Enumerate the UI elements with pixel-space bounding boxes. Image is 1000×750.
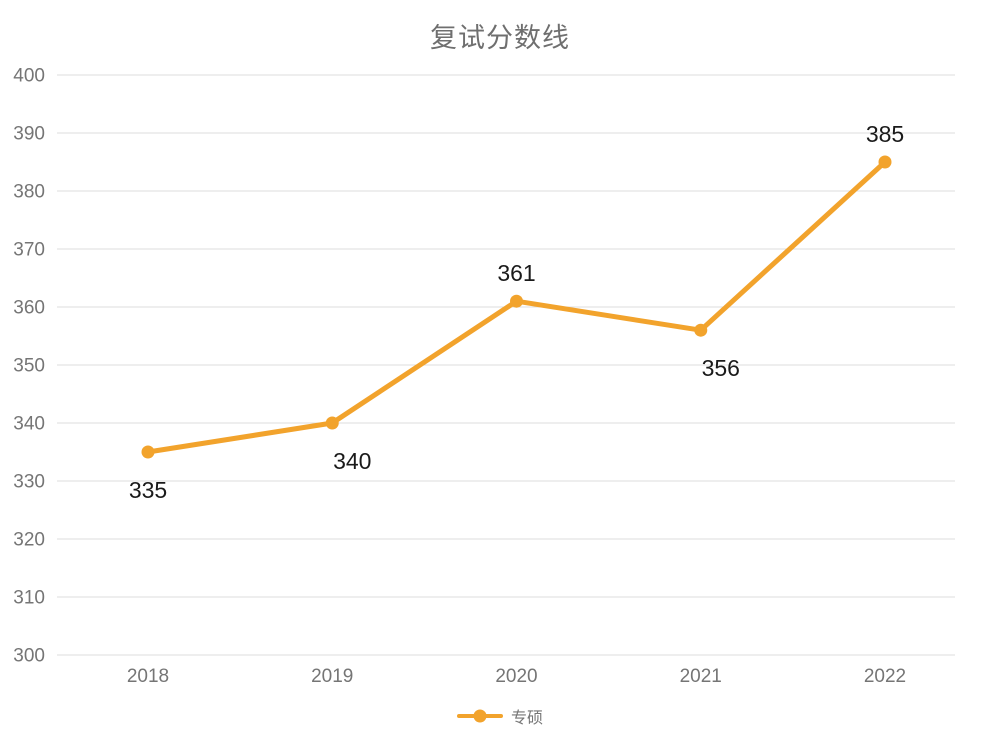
data-point[interactable] [878, 155, 892, 169]
y-tick-label: 370 [13, 240, 45, 261]
y-tick-label: 330 [13, 472, 45, 493]
legend-dot-icon [473, 709, 487, 723]
x-tick-label: 2019 [311, 666, 353, 687]
data-point-label: 385 [866, 121, 904, 147]
y-tick-label: 320 [13, 530, 45, 551]
data-point[interactable] [141, 445, 155, 459]
x-tick-label: 2018 [127, 666, 169, 687]
data-point[interactable] [325, 416, 339, 430]
y-tick-label: 350 [13, 356, 45, 377]
y-tick-label: 300 [13, 646, 45, 667]
legend-item-series[interactable]: 专硕 [456, 704, 543, 728]
y-tick-label: 400 [13, 66, 45, 87]
legend-line-marker-icon [456, 709, 503, 723]
data-point-label: 361 [497, 260, 535, 286]
legend-label: 专硕 [510, 710, 543, 727]
x-tick-label: 2022 [864, 666, 906, 687]
y-tick-label: 360 [13, 298, 45, 319]
y-tick-label: 310 [13, 588, 45, 609]
x-tick-label: 2021 [680, 666, 722, 687]
x-tick-label: 2020 [495, 666, 537, 687]
y-tick-label: 380 [13, 182, 45, 203]
y-tick-label: 390 [13, 124, 45, 145]
data-point-label: 356 [702, 355, 740, 381]
data-point-label: 340 [333, 448, 371, 474]
data-point[interactable] [694, 323, 708, 337]
chart-title: 复试分数线 [430, 23, 570, 53]
legend: 专硕 [0, 704, 1000, 728]
y-tick-label: 340 [13, 414, 45, 435]
data-point[interactable] [510, 294, 523, 308]
data-point-label: 335 [129, 477, 167, 503]
